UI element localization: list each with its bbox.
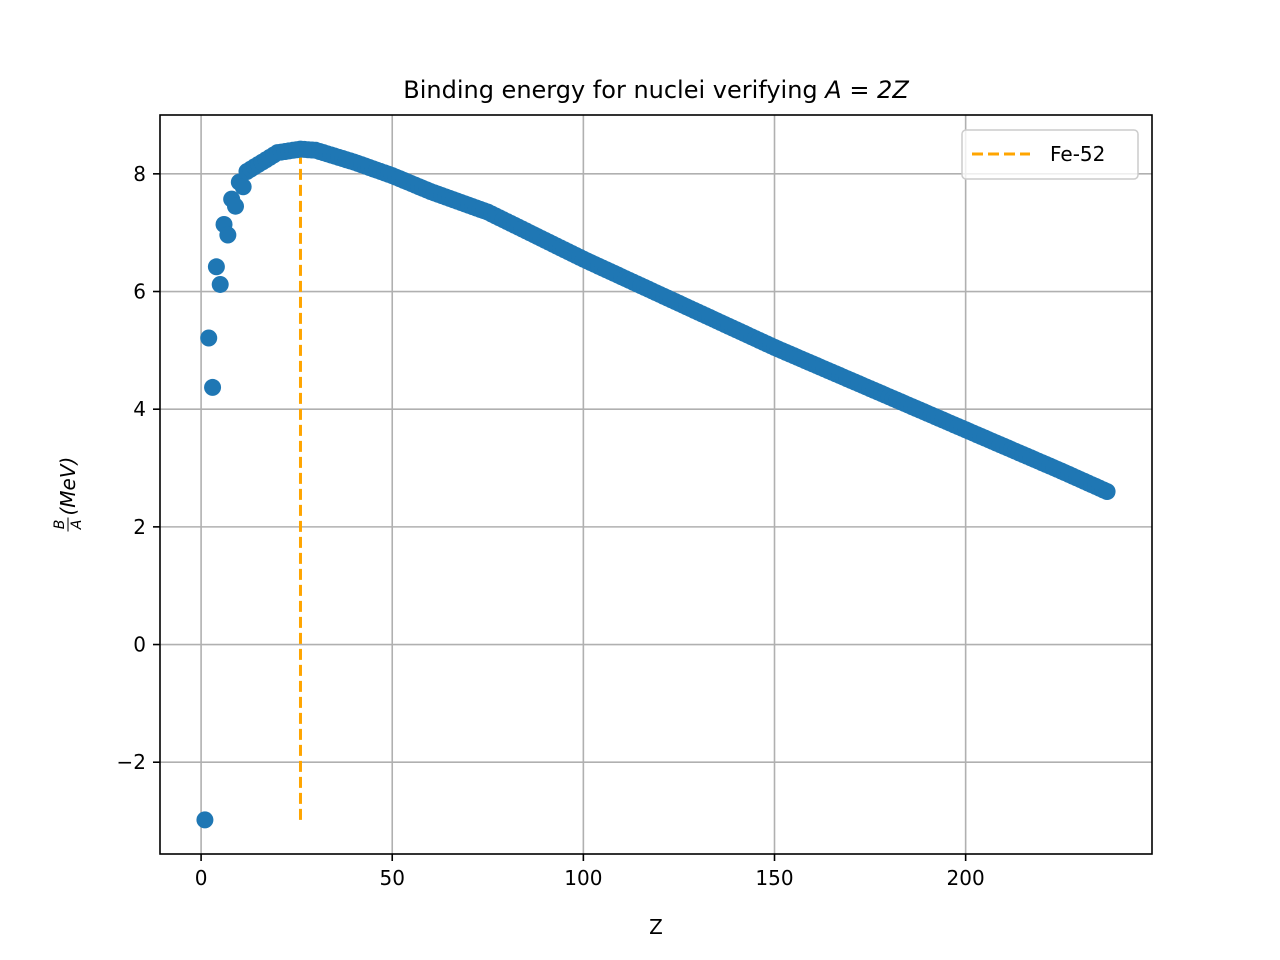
data-point bbox=[1098, 483, 1116, 501]
y-tick-label: 8 bbox=[133, 162, 146, 186]
legend: Fe-52 bbox=[961, 129, 1139, 180]
y-tick-label: 6 bbox=[133, 280, 146, 304]
x-tick-label: 150 bbox=[755, 866, 793, 890]
data-point bbox=[207, 258, 225, 276]
x-axis-label: Z bbox=[649, 915, 663, 939]
y-axis-label: B A (MeV) bbox=[52, 457, 85, 532]
data-point bbox=[204, 378, 222, 396]
legend-label-fe52: Fe-52 bbox=[1050, 142, 1105, 166]
x-tick-label: 50 bbox=[380, 866, 405, 890]
data-point bbox=[226, 197, 244, 215]
chart-title: Binding energy for nuclei verifying A = … bbox=[403, 76, 909, 104]
x-tick-label: 0 bbox=[195, 866, 208, 890]
x-axis-ticks: 0 50 100 150 200 bbox=[195, 854, 985, 890]
y-tick-label: 4 bbox=[133, 397, 146, 421]
data-point bbox=[211, 275, 229, 293]
x-tick-label: 200 bbox=[947, 866, 985, 890]
y-axis-ticks: −2 0 2 4 6 8 bbox=[117, 162, 160, 774]
y-label-fraction-denominator: A bbox=[69, 520, 85, 531]
plot-frame bbox=[159, 114, 1153, 855]
data-point bbox=[200, 329, 218, 347]
data-point bbox=[196, 811, 214, 829]
x-tick-label: 100 bbox=[564, 866, 602, 890]
y-tick-label: −2 bbox=[117, 750, 146, 774]
y-label-fraction-numerator: B bbox=[52, 520, 68, 530]
scatter-points bbox=[196, 140, 1116, 829]
data-point bbox=[219, 226, 237, 244]
legend-box bbox=[961, 129, 1139, 180]
data-point bbox=[234, 178, 252, 196]
y-label-unit: (MeV) bbox=[56, 457, 80, 516]
y-tick-label: 0 bbox=[133, 633, 146, 657]
y-tick-label: 2 bbox=[133, 515, 146, 539]
